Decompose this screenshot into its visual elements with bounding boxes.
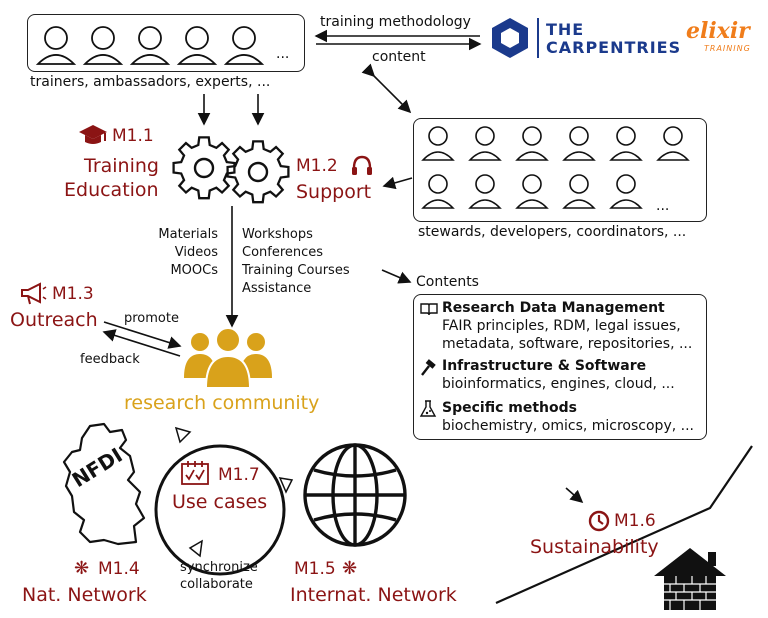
m11-line2: Education bbox=[64, 179, 159, 201]
graduation-cap-icon bbox=[79, 125, 107, 144]
contents-box bbox=[413, 294, 707, 440]
contents-heading-rdm: Research Data Management bbox=[442, 300, 665, 316]
elixir-logo: elixir TRAINING bbox=[686, 18, 751, 53]
elixir-sub: TRAINING bbox=[704, 44, 751, 53]
clock-icon bbox=[588, 510, 610, 532]
m16-line1: Sustainability bbox=[530, 536, 659, 558]
carpentries-line1: THE bbox=[546, 20, 585, 39]
person-icon bbox=[421, 126, 455, 161]
network-icon-internat: ❋ bbox=[342, 558, 358, 579]
arrow-promote bbox=[103, 321, 182, 349]
person-icon bbox=[562, 174, 596, 209]
person-icon bbox=[515, 174, 549, 209]
m13-line1: Outreach bbox=[10, 309, 98, 331]
person-icon bbox=[223, 26, 265, 65]
materials-item: Materials bbox=[158, 227, 218, 242]
gear-icon-left bbox=[172, 136, 236, 200]
sync-line2: collaborate bbox=[180, 577, 253, 592]
person-icon bbox=[468, 126, 502, 161]
roof-line bbox=[495, 445, 753, 605]
contents-line: metadata, software, repositories, ... bbox=[442, 336, 693, 352]
carpentries-divider bbox=[537, 18, 539, 58]
label-content: content bbox=[372, 49, 426, 65]
gear-icon-right bbox=[226, 140, 290, 204]
m13-code: M1.3 bbox=[52, 284, 94, 304]
person-icon bbox=[515, 126, 549, 161]
arrow-feedback bbox=[102, 329, 181, 357]
house-icon bbox=[654, 548, 726, 610]
m17-code: M1.7 bbox=[218, 465, 260, 485]
right-caption: stewards, developers, coordinators, ... bbox=[418, 224, 687, 240]
contents-line: FAIR principles, RDM, legal issues, bbox=[442, 318, 681, 334]
materials-list: Materials Videos MOOCs bbox=[142, 226, 218, 280]
m17-line1: Use cases bbox=[172, 491, 268, 513]
right-ellipsis: ... bbox=[656, 198, 670, 214]
arrow-to-contents bbox=[381, 269, 412, 284]
checklist-icon bbox=[181, 461, 209, 485]
contents-title: Contents bbox=[416, 274, 479, 290]
top-ellipsis: ... bbox=[276, 46, 290, 62]
person-icon bbox=[609, 174, 643, 209]
hammer-icon bbox=[421, 359, 436, 376]
m12-line1: Support bbox=[296, 181, 372, 203]
right-people-grid bbox=[421, 126, 690, 209]
workshops-list: Workshops Conferences Training Courses A… bbox=[242, 226, 350, 298]
m15-code: M1.5 bbox=[294, 559, 336, 579]
m12-code: M1.2 bbox=[296, 156, 338, 176]
contents-heading-infra: Infrastructure & Software bbox=[442, 358, 647, 374]
label-training-methodology: training methodology bbox=[320, 14, 471, 30]
contents-heading-methods: Specific methods bbox=[442, 400, 577, 416]
m16-code: M1.6 bbox=[614, 511, 656, 531]
person-icon bbox=[562, 126, 596, 161]
m11-line1: Training bbox=[84, 155, 159, 177]
megaphone-icon bbox=[21, 282, 47, 305]
flask-icon bbox=[419, 400, 437, 417]
sync-line1: synchronize bbox=[180, 560, 258, 575]
carpentries-line2: CARPENTRIES bbox=[546, 38, 682, 57]
cycle-arrowhead-top bbox=[174, 426, 192, 444]
research-community-label: research community bbox=[124, 392, 320, 414]
person-icon bbox=[35, 26, 77, 65]
person-icon bbox=[129, 26, 171, 65]
m14-code: M1.4 bbox=[98, 559, 140, 579]
workshops-item: Training Courses bbox=[242, 263, 350, 278]
network-icon-nat: ❋ bbox=[74, 558, 90, 579]
workshops-item: Conferences bbox=[242, 245, 324, 260]
top-people-row bbox=[35, 26, 265, 65]
label-promote: promote bbox=[124, 311, 179, 326]
community-group-icon bbox=[184, 327, 272, 389]
cycle-arrowhead-right bbox=[278, 477, 294, 494]
m11-code: M1.1 bbox=[112, 126, 154, 146]
cycle-arrowhead-bottom bbox=[188, 539, 203, 558]
arrow-right-box-to-support bbox=[382, 176, 413, 190]
stewards-box bbox=[413, 118, 707, 222]
gears-icon bbox=[172, 136, 290, 204]
label-feedback: feedback bbox=[80, 352, 140, 367]
arrow-to-sustainability bbox=[565, 487, 584, 504]
carpentries-logo bbox=[492, 18, 528, 58]
globe-icon bbox=[303, 443, 407, 547]
person-icon bbox=[468, 174, 502, 209]
elixir-word: elixir bbox=[686, 18, 750, 44]
materials-item: MOOCs bbox=[170, 263, 218, 278]
m14-line1: Nat. Network bbox=[22, 584, 147, 606]
person-icon bbox=[176, 26, 218, 65]
book-icon bbox=[420, 303, 438, 316]
materials-item: Videos bbox=[174, 245, 218, 260]
top-caption: trainers, ambassadors, experts, ... bbox=[30, 74, 271, 90]
contents-line: biochemistry, omics, microscopy, ... bbox=[442, 418, 694, 434]
person-icon bbox=[656, 126, 690, 161]
cycle-circle bbox=[154, 444, 286, 576]
person-icon bbox=[82, 26, 124, 65]
contents-line: bioinformatics, engines, cloud, ... bbox=[442, 376, 675, 392]
germany-map-icon bbox=[62, 422, 146, 546]
workshops-item: Workshops bbox=[242, 227, 313, 242]
workshops-item: Assistance bbox=[242, 281, 312, 296]
arrow-carpentries-right-box bbox=[361, 63, 412, 114]
headset-icon bbox=[352, 155, 372, 175]
m15-line1: Internat. Network bbox=[290, 584, 457, 606]
person-icon bbox=[609, 126, 643, 161]
person-icon bbox=[421, 174, 455, 209]
